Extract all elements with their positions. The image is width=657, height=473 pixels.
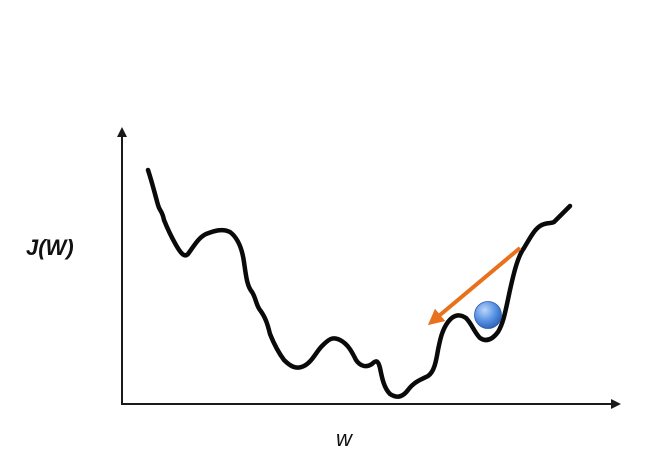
loss-curve: [145, 167, 573, 399]
x-axis-label: w: [336, 426, 354, 451]
ball-icon: [474, 301, 502, 329]
y-axis-label: J(W): [26, 235, 74, 260]
gradient-arrow: [427, 246, 522, 326]
